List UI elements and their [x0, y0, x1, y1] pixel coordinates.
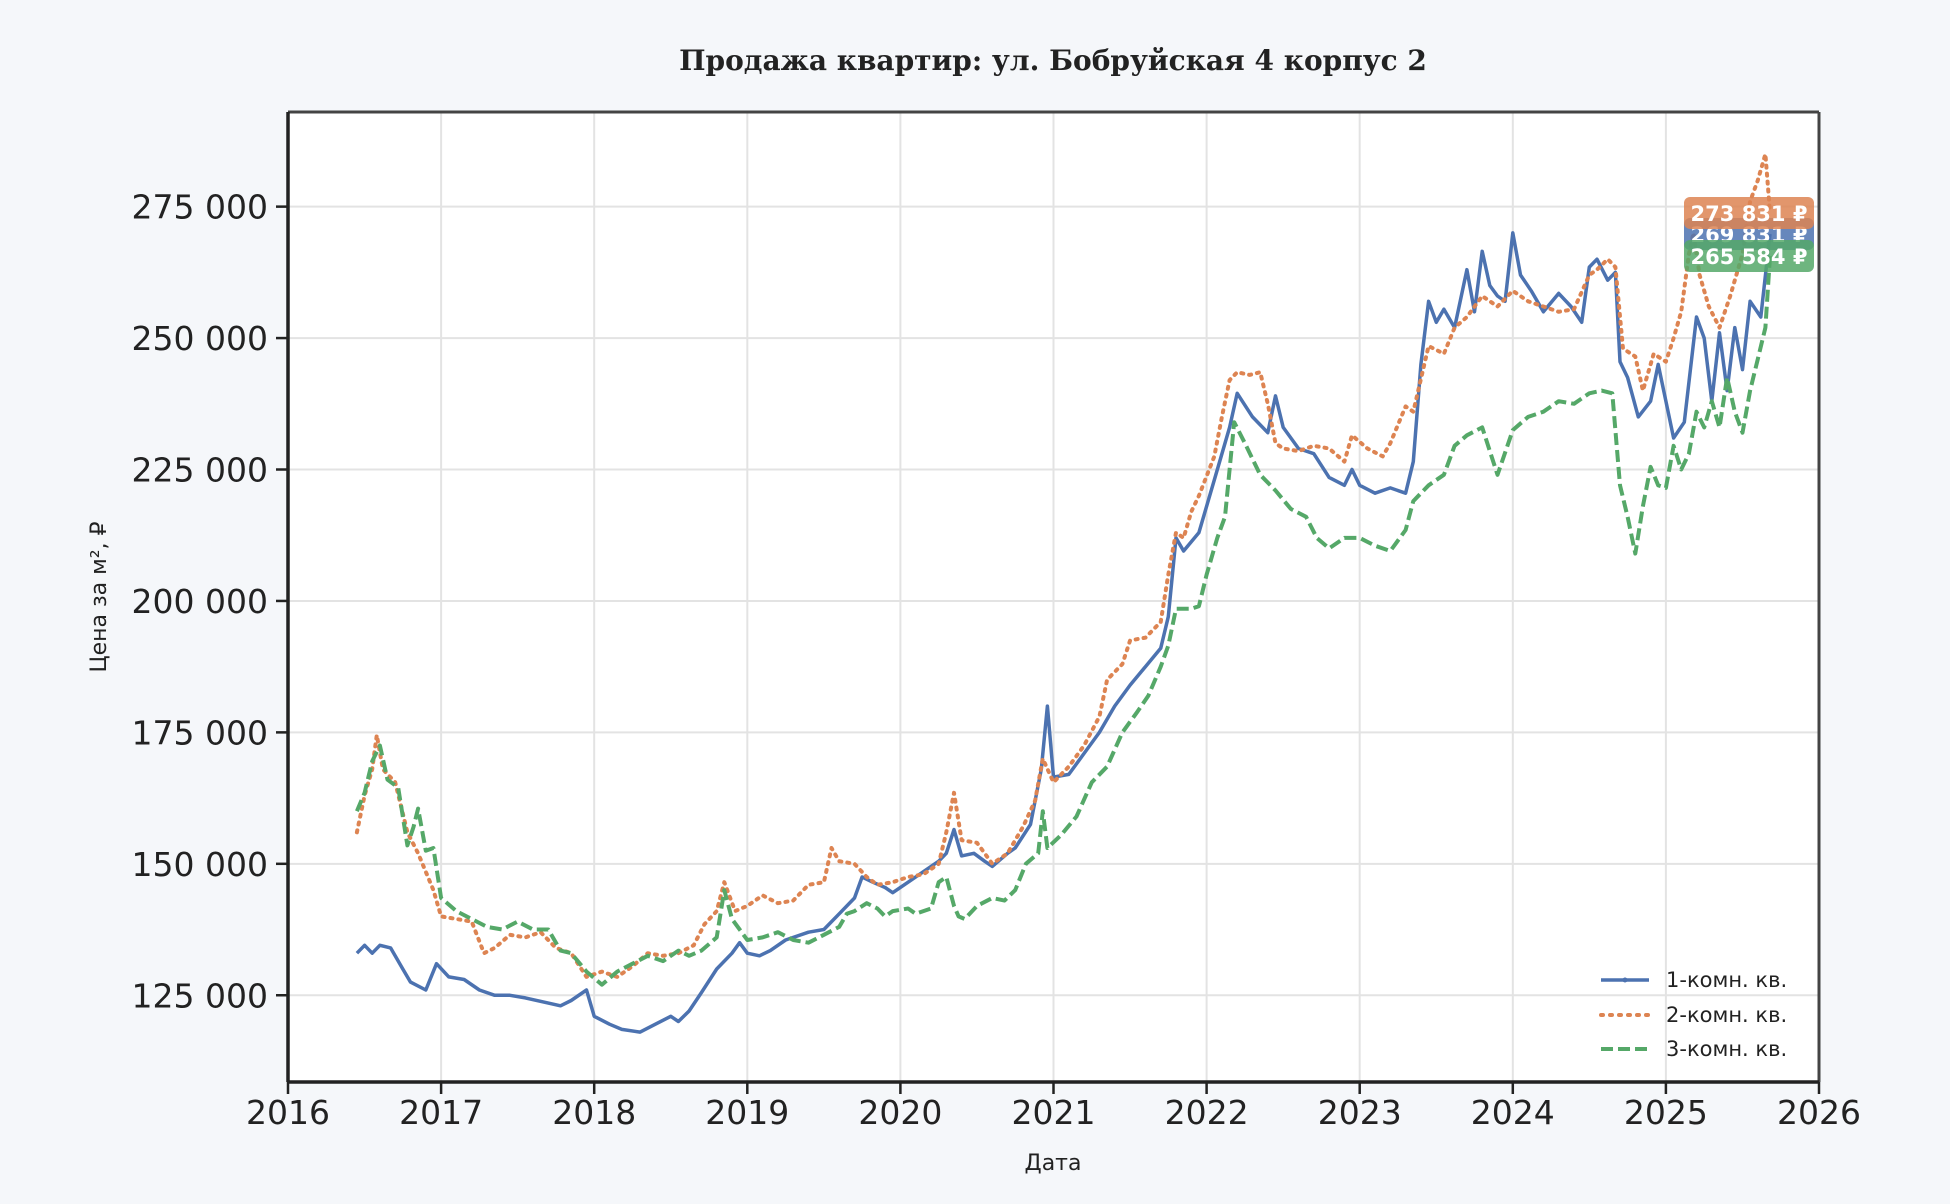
legend-marker-1	[1622, 977, 1628, 983]
series-line-1	[355, 231, 1772, 1034]
end-value-badges: 269 831 ₽265 584 ₽273 831 ₽	[1684, 196, 1814, 273]
end-badge-label-2: 273 831 ₽	[1691, 202, 1808, 226]
y-tick-label: 250 000	[132, 319, 268, 358]
legend: 1-комн. кв. 2-комн. кв. 3-комн. кв.	[1599, 968, 1787, 1061]
x-axis-label: Дата	[1025, 1151, 1082, 1176]
y-tick-label: 175 000	[132, 713, 268, 752]
legend-label-3: 3-комн. кв.	[1666, 1037, 1787, 1061]
x-tick-label: 2017	[399, 1093, 483, 1132]
end-badge-2	[1684, 196, 1814, 229]
x-tick-label: 2026	[1777, 1093, 1861, 1132]
x-tick-label: 2021	[1012, 1093, 1096, 1132]
x-tick-label: 2024	[1471, 1093, 1555, 1132]
x-tick-label: 2022	[1165, 1093, 1249, 1132]
x-tick-label: 2023	[1318, 1093, 1402, 1132]
legend-label-1: 1-комн. кв.	[1666, 968, 1787, 992]
y-axis-label: Цена за м², ₽	[87, 521, 112, 672]
x-tick-label: 2025	[1624, 1093, 1708, 1132]
legend-label-2: 2-комн. кв.	[1666, 1003, 1787, 1027]
x-tick-label: 2016	[246, 1093, 330, 1132]
x-tick-label: 2019	[705, 1093, 789, 1132]
grid-lines	[287, 112, 1820, 1082]
y-tick-label: 125 000	[132, 976, 268, 1015]
x-tick-label: 2018	[552, 1093, 636, 1132]
end-badge-label-3: 265 584 ₽	[1691, 245, 1808, 269]
series-lines	[354, 152, 1772, 1034]
x-tick-label: 2020	[858, 1093, 942, 1132]
end-badge-3	[1684, 240, 1814, 273]
y-tick-label: 150 000	[132, 845, 268, 884]
series-line-2	[354, 152, 1772, 979]
axis-ticks: 2016 2017 2018 2019 2020 2021 2022 2023 2024 2025…	[132, 188, 1861, 1132]
y-tick-label: 200 000	[132, 582, 268, 621]
chart-title: Продажа квартир: ул. Бобруйская 4 корпус…	[679, 44, 1427, 77]
series-line-3	[355, 255, 1772, 987]
y-tick-label: 225 000	[132, 451, 268, 490]
y-tick-label: 275 000	[132, 188, 268, 227]
